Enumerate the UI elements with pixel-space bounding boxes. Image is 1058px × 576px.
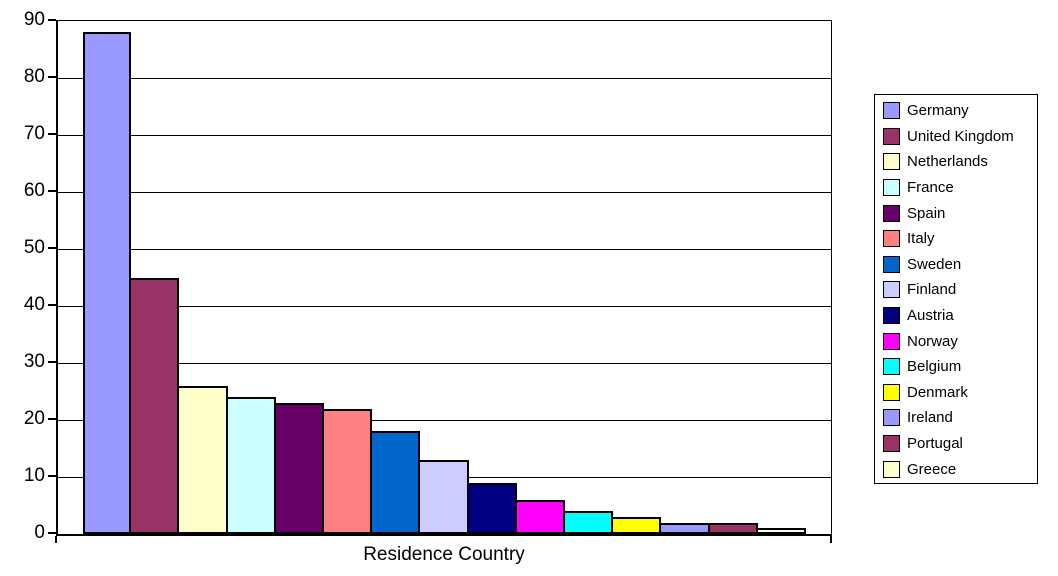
legend-label-italy: Italy [907,230,935,248]
y-tick-mark-60 [48,190,56,192]
y-tick-mark-30 [48,361,56,363]
gridline-20 [58,420,831,421]
y-tick-mark-40 [48,304,56,306]
legend-item-denmark: Denmark [875,380,1037,406]
y-tick-label-60: 60 [23,180,45,201]
bar-ireland [661,522,710,534]
gridline-30 [58,363,831,364]
legend-label-sweden: Sweden [907,255,962,273]
legend-label-ireland: Ireland [907,409,953,427]
legend-item-austria: Austria [875,303,1037,329]
legend-item-greece: Greece [875,456,1037,482]
bar-germany [83,32,132,534]
legend-swatch-france [883,179,900,197]
legend-swatch-belgium [883,358,900,376]
legend-item-spain: Spain [875,200,1037,226]
legend-item-italy: Italy [875,226,1037,252]
legend-label-norway: Norway [907,332,958,350]
y-tick-mark-50 [48,247,56,249]
legend-label-austria: Austria [907,307,954,325]
y-tick-label-70: 70 [23,123,45,144]
legend-swatch-greece [883,460,900,478]
bar-sweden [372,431,421,534]
legend-swatch-sweden [883,255,900,273]
legend-item-finland: Finland [875,277,1037,303]
legend-label-portugal: Portugal [907,435,963,453]
plot-area [56,20,832,536]
legend-swatch-finland [883,281,900,299]
y-tick-label-80: 80 [23,66,45,87]
legend-item-united-kingdom: United Kingdom [875,124,1037,150]
legend-label-belgium: Belgium [907,358,962,376]
legend-item-belgium: Belgium [875,354,1037,380]
legend-swatch-germany [883,102,900,120]
bar-austria [468,482,517,534]
y-tick-label-20: 20 [23,408,45,429]
y-tick-label-30: 30 [23,351,45,372]
legend-swatch-norway [883,332,900,350]
gridline-80 [58,78,831,79]
legend-swatch-denmark [883,383,900,401]
y-tick-label-0: 0 [34,522,45,543]
y-tick-label-90: 90 [23,9,45,30]
bar-france [227,397,276,534]
bar-netherlands [179,385,228,534]
y-tick-mark-20 [48,418,56,420]
bar-spain [275,402,324,534]
bar-finland [420,459,469,534]
legend-label-denmark: Denmark [907,383,968,401]
legend-label-united-kingdom: United Kingdom [907,127,1014,145]
legend-item-france: France [875,175,1037,201]
x-tick-mark-left [55,536,57,543]
legend-item-netherlands: Netherlands [875,149,1037,175]
bar-italy [324,408,373,534]
legend-label-netherlands: Netherlands [907,153,988,171]
legend-label-spain: Spain [907,204,946,222]
legend-swatch-austria [883,307,900,325]
legend-label-finland: Finland [907,281,957,299]
legend-label-france: France [907,179,954,197]
legend-swatch-portugal [883,435,900,453]
bar-portugal [709,522,758,534]
legend-item-sweden: Sweden [875,252,1037,278]
legend-item-germany: Germany [875,98,1037,124]
gridline-40 [58,306,831,307]
legend-label-greece: Greece [907,460,957,478]
legend-swatch-spain [883,204,900,222]
bar-united-kingdom [131,277,180,534]
gridline-70 [58,135,831,136]
bar-norway [516,499,565,534]
x-axis-title: Residence Country [363,544,525,565]
legend-item-portugal: Portugal [875,431,1037,457]
gridline-60 [58,192,831,193]
gridline-50 [58,249,831,250]
y-tick-label-40: 40 [23,294,45,315]
bar-belgium [565,511,614,534]
bar-greece [757,528,806,534]
y-tick-mark-90 [48,19,56,21]
legend-label-germany: Germany [907,102,969,120]
y-tick-mark-70 [48,133,56,135]
legend: Germany United Kingdom Netherlands France Sp… [874,94,1038,484]
y-tick-label-10: 10 [23,465,45,486]
y-tick-mark-80 [48,76,56,78]
bar-denmark [613,516,662,534]
y-tick-mark-0 [48,532,56,534]
legend-swatch-united-kingdom [883,127,900,145]
x-tick-mark-right [830,536,832,543]
y-tick-label-50: 50 [23,237,45,258]
legend-swatch-netherlands [883,153,900,171]
legend-item-ireland: Ireland [875,405,1037,431]
y-tick-mark-10 [48,475,56,477]
legend-item-norway: Norway [875,328,1037,354]
legend-swatch-italy [883,230,900,248]
legend-swatch-ireland [883,409,900,427]
